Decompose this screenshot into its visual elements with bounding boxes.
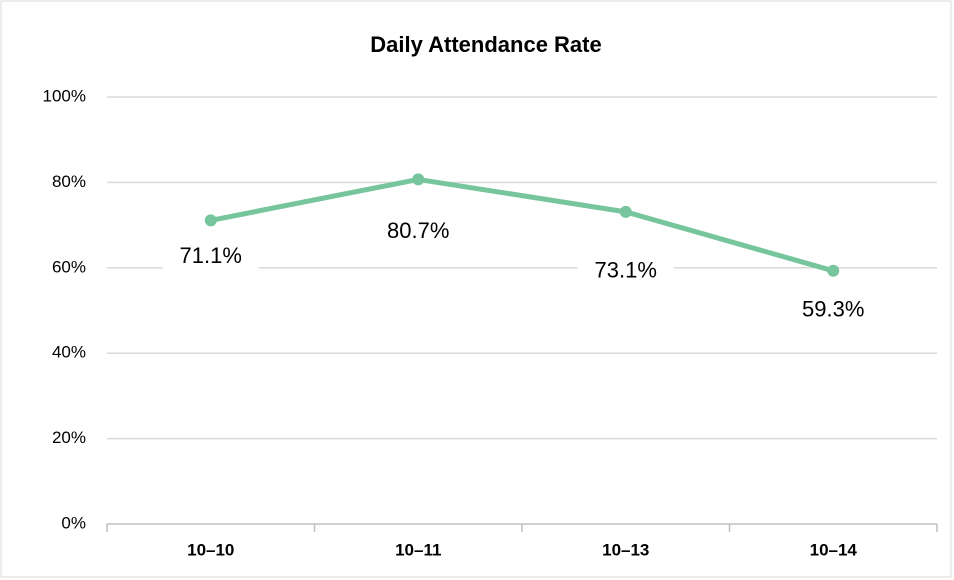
- line: [208, 176, 836, 274]
- y-tick-label: 40%: [52, 343, 86, 362]
- x-tick-label: 10–14: [810, 540, 858, 559]
- data-label: 59.3%: [802, 297, 864, 322]
- y-tick-label: 80%: [52, 172, 86, 191]
- y-tick-label: 60%: [52, 257, 86, 276]
- label-background: [577, 257, 674, 286]
- point: [827, 264, 840, 277]
- x-tick-label: 10–11: [395, 540, 441, 559]
- y-tick-label: 20%: [52, 428, 86, 447]
- y-tick-label: 0%: [61, 513, 86, 532]
- x-tick-label: 10–10: [187, 540, 234, 559]
- data-label: 71.1%: [180, 243, 242, 268]
- y-tick-label: 100%: [43, 86, 86, 105]
- data-label: 73.1%: [595, 258, 657, 283]
- point: [412, 173, 425, 186]
- point: [619, 205, 632, 218]
- chart-title: Daily Attendance Rate: [370, 32, 601, 57]
- data-label: 80.7%: [387, 218, 449, 243]
- point: [204, 214, 217, 227]
- label-background: [370, 218, 467, 247]
- x-tick-label: 10–13: [602, 540, 649, 559]
- label-background: [162, 243, 259, 272]
- label-background: [785, 296, 882, 325]
